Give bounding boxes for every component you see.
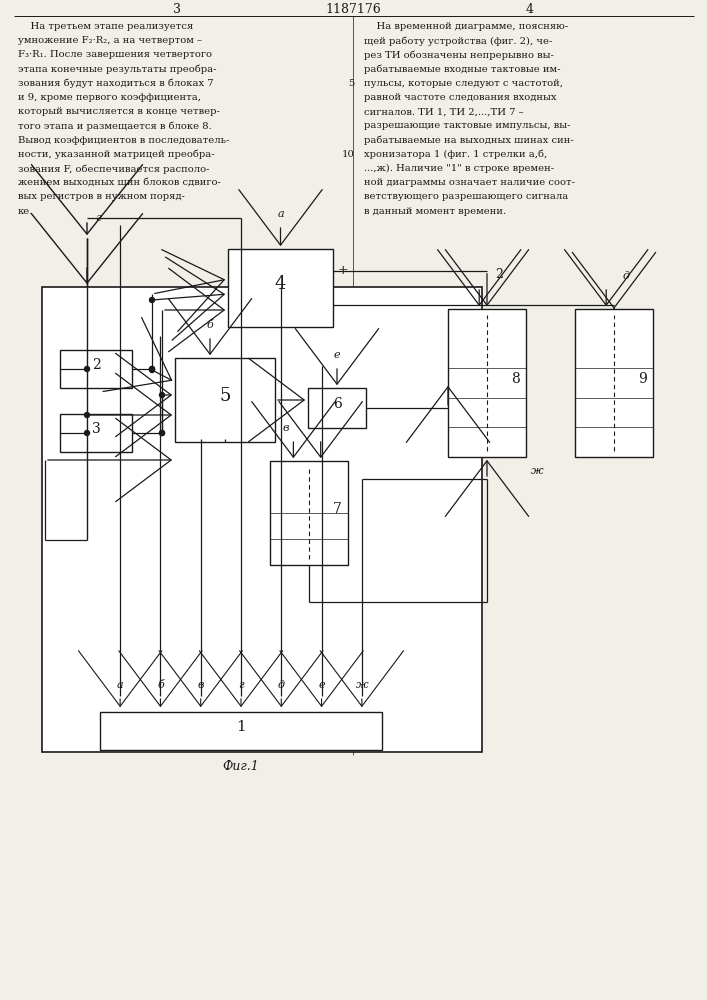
Bar	[308, 388, 366, 428]
Text: е: е	[318, 680, 325, 690]
Text: того этапа и размещается в блоке 8.: того этапа и размещается в блоке 8.	[18, 121, 212, 131]
Text: б: б	[206, 320, 214, 330]
Circle shape	[160, 430, 165, 436]
Text: 6: 6	[332, 397, 341, 411]
Text: зования будут находиться в блоках 7: зования будут находиться в блоках 7	[18, 79, 214, 88]
Text: сигналов. ТИ 1, ТИ 2,...,ТИ 7 –: сигналов. ТИ 1, ТИ 2,...,ТИ 7 –	[364, 107, 524, 116]
Text: ж: ж	[356, 680, 368, 690]
Text: ности, указанной матрицей преобра-: ности, указанной матрицей преобра-	[18, 150, 215, 159]
Text: д: д	[622, 271, 629, 281]
Text: 1187176: 1187176	[325, 3, 381, 16]
Text: а: а	[117, 680, 124, 690]
Text: 10: 10	[342, 150, 355, 159]
Text: в: в	[282, 423, 289, 433]
Bar	[175, 358, 275, 442]
Circle shape	[85, 366, 90, 371]
Bar	[60, 414, 132, 452]
Text: разрешающие тактовые импульсы, вы-: разрешающие тактовые импульсы, вы-	[364, 121, 571, 130]
Text: 5: 5	[349, 79, 355, 88]
Text: 4: 4	[526, 3, 534, 16]
Bar	[60, 350, 132, 388]
Circle shape	[149, 366, 155, 371]
Text: 8: 8	[511, 372, 520, 386]
Text: Фиг.1: Фиг.1	[223, 760, 259, 773]
Bar	[228, 249, 333, 327]
Text: 3: 3	[92, 422, 100, 436]
Text: г: г	[95, 213, 100, 223]
Text: 2: 2	[92, 358, 100, 372]
Text: который вычисляется в конце четвер-: который вычисляется в конце четвер-	[18, 107, 220, 116]
Text: На третьем этапе реализуется: На третьем этапе реализуется	[18, 22, 193, 31]
Text: На временной диаграмме, поясняю-: На временной диаграмме, поясняю-	[364, 22, 568, 31]
Text: в: в	[197, 680, 204, 690]
Text: жением выходных шин блоков сдвиго-: жением выходных шин блоков сдвиго-	[18, 178, 221, 187]
Text: ж: ж	[531, 466, 544, 476]
Text: +: +	[338, 264, 349, 277]
Text: 7: 7	[333, 502, 342, 516]
Text: 3: 3	[173, 3, 181, 16]
Bar	[448, 309, 526, 457]
Text: хронизатора 1 (фиг. 1 стрелки а,б,: хронизатора 1 (фиг. 1 стрелки а,б,	[364, 150, 547, 159]
Text: умножение F₂·R₂, а на четвертом –: умножение F₂·R₂, а на четвертом –	[18, 36, 202, 45]
Text: –: –	[338, 299, 344, 312]
Text: 1: 1	[236, 720, 246, 734]
Circle shape	[149, 298, 155, 302]
Text: ке.: ке.	[18, 207, 33, 216]
Text: 9: 9	[638, 372, 647, 386]
Text: и 9, кроме первого коэффициента,: и 9, кроме первого коэффициента,	[18, 93, 201, 102]
Bar	[575, 309, 653, 457]
Text: щей работу устройства (фиг. 2), че-: щей работу устройства (фиг. 2), че-	[364, 36, 552, 46]
Bar	[42, 287, 482, 752]
Text: е: е	[334, 350, 340, 360]
Text: в данный момент времени.: в данный момент времени.	[364, 207, 506, 216]
Text: F₃·R₁. После завершения четвертого: F₃·R₁. После завершения четвертого	[18, 50, 212, 59]
Text: зования F, обеспечивается располо-: зования F, обеспечивается располо-	[18, 164, 209, 174]
Text: а: а	[277, 209, 284, 219]
Circle shape	[85, 412, 90, 418]
Text: б: б	[157, 680, 164, 690]
Text: ...,ж). Наличие "1" в строке времен-: ...,ж). Наличие "1" в строке времен-	[364, 164, 554, 173]
Circle shape	[85, 430, 90, 436]
Text: 4: 4	[275, 275, 286, 293]
Text: пульсы, которые следуют с частотой,: пульсы, которые следуют с частотой,	[364, 79, 563, 88]
Text: 2: 2	[495, 268, 503, 281]
Circle shape	[160, 392, 165, 397]
Bar	[270, 461, 348, 565]
Text: этапа конечные результаты преобра-: этапа конечные результаты преобра-	[18, 65, 216, 74]
Text: г: г	[238, 680, 244, 690]
Circle shape	[149, 366, 155, 371]
Text: рабатываемые на выходных шинах син-: рабатываемые на выходных шинах син-	[364, 136, 574, 145]
Text: ной диаграммы означает наличие соот-: ной диаграммы означает наличие соот-	[364, 178, 575, 187]
Text: 5: 5	[219, 387, 230, 405]
Circle shape	[160, 430, 165, 436]
Text: рабатываемые входные тактовые им-: рабатываемые входные тактовые им-	[364, 65, 561, 74]
Text: д: д	[278, 680, 285, 690]
Text: равной частоте следования входных: равной частоте следования входных	[364, 93, 556, 102]
Bar	[100, 712, 382, 750]
Text: вых регистров в нужном поряд-: вых регистров в нужном поряд-	[18, 192, 185, 201]
Text: рез ТИ обозначены непрерывно вы-: рез ТИ обозначены непрерывно вы-	[364, 50, 554, 60]
Circle shape	[149, 367, 155, 372]
Text: ветствующего разрешающего сигнала: ветствующего разрешающего сигнала	[364, 192, 568, 201]
Text: Вывод коэффициентов в последователь-: Вывод коэффициентов в последователь-	[18, 136, 229, 145]
